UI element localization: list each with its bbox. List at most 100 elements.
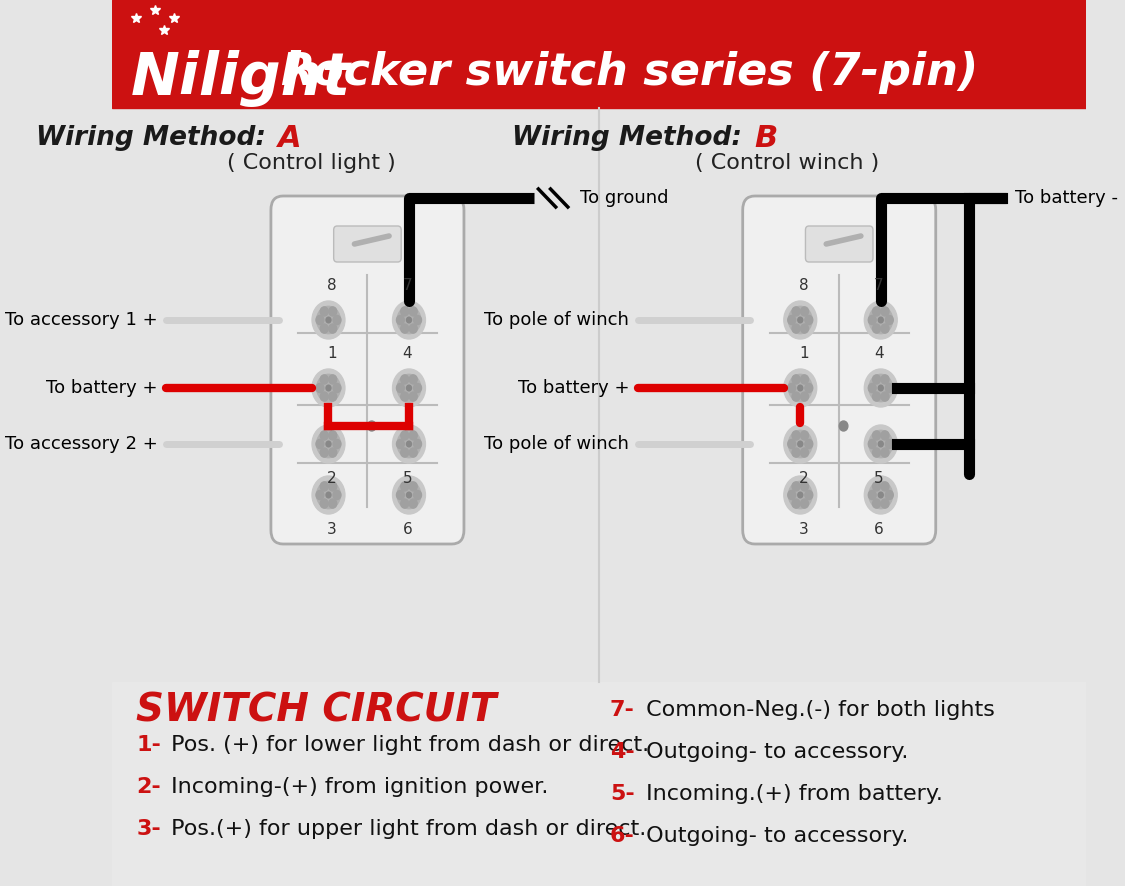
Circle shape	[400, 431, 408, 440]
Circle shape	[396, 439, 404, 448]
Circle shape	[804, 491, 812, 500]
Text: To pole of winch: To pole of winch	[485, 311, 629, 329]
Circle shape	[788, 315, 795, 324]
Circle shape	[868, 384, 876, 392]
Circle shape	[784, 369, 817, 407]
Circle shape	[397, 481, 421, 509]
Circle shape	[868, 491, 876, 500]
FancyBboxPatch shape	[271, 196, 464, 544]
Text: ( Control light ): ( Control light )	[227, 153, 396, 173]
Text: To ground: To ground	[580, 189, 668, 207]
Circle shape	[881, 307, 889, 316]
Text: 5: 5	[874, 471, 884, 486]
Circle shape	[312, 301, 345, 339]
Circle shape	[400, 375, 408, 384]
Text: To pole of winch: To pole of winch	[485, 435, 629, 453]
Circle shape	[400, 324, 408, 333]
Text: 2: 2	[327, 471, 336, 486]
Circle shape	[316, 439, 324, 448]
Text: 7: 7	[403, 278, 412, 293]
Circle shape	[396, 384, 404, 392]
Circle shape	[789, 431, 812, 458]
Circle shape	[321, 392, 328, 401]
Text: B: B	[755, 123, 777, 152]
Circle shape	[312, 425, 345, 463]
Text: To accessory 1 +: To accessory 1 +	[4, 311, 158, 329]
Circle shape	[788, 439, 795, 448]
Circle shape	[792, 431, 800, 440]
Circle shape	[400, 482, 408, 491]
Circle shape	[792, 307, 800, 316]
Circle shape	[868, 431, 892, 458]
Circle shape	[801, 448, 809, 457]
Circle shape	[326, 317, 331, 323]
Text: 5: 5	[403, 471, 412, 486]
Text: Wiring Method:: Wiring Method:	[36, 125, 274, 151]
Circle shape	[414, 439, 422, 448]
Circle shape	[321, 448, 328, 457]
Circle shape	[328, 324, 336, 333]
Circle shape	[410, 499, 417, 508]
Text: 6: 6	[403, 522, 412, 537]
Circle shape	[881, 482, 889, 491]
Circle shape	[397, 307, 421, 334]
Text: Pos.(+) for upper light from dash or direct.: Pos.(+) for upper light from dash or dir…	[164, 819, 646, 839]
Circle shape	[804, 384, 812, 392]
Circle shape	[885, 439, 893, 448]
Circle shape	[400, 392, 408, 401]
Circle shape	[881, 431, 889, 440]
Circle shape	[804, 439, 812, 448]
Circle shape	[400, 448, 408, 457]
Circle shape	[316, 315, 324, 324]
Circle shape	[410, 431, 417, 440]
Circle shape	[792, 448, 800, 457]
Text: To battery +: To battery +	[518, 379, 629, 397]
Circle shape	[868, 374, 892, 401]
Text: 2-: 2-	[136, 777, 161, 797]
Circle shape	[321, 431, 328, 440]
Circle shape	[410, 324, 417, 333]
Circle shape	[879, 385, 883, 391]
Text: A: A	[278, 123, 302, 152]
Text: 8: 8	[327, 278, 336, 293]
Circle shape	[879, 317, 883, 323]
Bar	[112, 682, 1086, 886]
Circle shape	[879, 441, 883, 447]
Circle shape	[400, 499, 408, 508]
Circle shape	[868, 307, 892, 334]
Circle shape	[397, 431, 421, 458]
Text: 8: 8	[799, 278, 809, 293]
Text: 4: 4	[403, 346, 412, 361]
Circle shape	[792, 482, 800, 491]
Text: 7: 7	[874, 278, 884, 293]
Circle shape	[881, 392, 889, 401]
Text: 5-: 5-	[610, 784, 634, 804]
Circle shape	[328, 431, 336, 440]
FancyBboxPatch shape	[742, 196, 936, 544]
Circle shape	[801, 499, 809, 508]
Text: 2: 2	[799, 471, 809, 486]
Circle shape	[368, 421, 376, 431]
Text: 6-: 6-	[610, 826, 634, 846]
Circle shape	[784, 425, 817, 463]
Circle shape	[798, 492, 803, 498]
Circle shape	[328, 392, 336, 401]
Circle shape	[885, 491, 893, 500]
Circle shape	[321, 499, 328, 508]
Circle shape	[873, 482, 881, 491]
Circle shape	[326, 385, 331, 391]
Circle shape	[881, 375, 889, 384]
Circle shape	[881, 499, 889, 508]
Circle shape	[410, 392, 417, 401]
Circle shape	[414, 384, 422, 392]
Circle shape	[784, 476, 817, 514]
Circle shape	[881, 448, 889, 457]
Text: Outgoing- to accessory.: Outgoing- to accessory.	[639, 826, 909, 846]
Text: Outgoing- to accessory.: Outgoing- to accessory.	[639, 742, 909, 762]
Circle shape	[868, 315, 876, 324]
Circle shape	[864, 301, 898, 339]
Circle shape	[321, 375, 328, 384]
Circle shape	[410, 448, 417, 457]
Circle shape	[393, 301, 425, 339]
Circle shape	[873, 375, 881, 384]
